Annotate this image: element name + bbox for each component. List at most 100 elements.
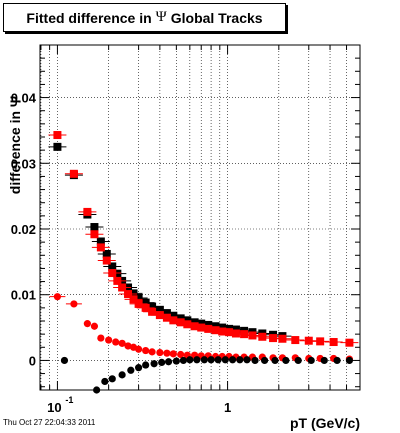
data-point-circle bbox=[243, 356, 251, 364]
data-point-square bbox=[183, 320, 192, 329]
data-point-square bbox=[162, 313, 171, 322]
data-point-circle bbox=[60, 356, 69, 365]
data-point-square bbox=[218, 327, 227, 336]
data-point-square bbox=[102, 256, 111, 265]
grid-lines bbox=[40, 45, 361, 390]
data-point-circle bbox=[135, 364, 143, 372]
data-point-square bbox=[176, 318, 185, 327]
plot-frame bbox=[39, 44, 361, 391]
data-point-square bbox=[108, 262, 117, 271]
data-point-circle bbox=[172, 357, 180, 365]
data-point-square bbox=[129, 295, 138, 304]
y-tick-label: 0 bbox=[29, 353, 36, 368]
data-point-square bbox=[169, 311, 178, 320]
data-point-circle bbox=[90, 322, 99, 330]
data-point-square bbox=[129, 289, 138, 298]
title-prefix: Fitted difference in bbox=[26, 9, 152, 26]
data-point-circle bbox=[93, 386, 101, 394]
data-point-circle bbox=[200, 356, 208, 364]
data-point-circle bbox=[164, 358, 173, 366]
data-point-square bbox=[102, 249, 111, 258]
data-point-square bbox=[304, 336, 313, 345]
data-point-square bbox=[190, 322, 199, 331]
data-point-square bbox=[90, 223, 99, 232]
data-point-circle bbox=[101, 377, 109, 386]
data-point-square bbox=[162, 309, 171, 318]
data-point-circle bbox=[221, 356, 229, 364]
data-point-square bbox=[211, 326, 220, 335]
x-tick-label: 10 bbox=[47, 400, 61, 415]
data-point-square bbox=[231, 329, 240, 338]
data-point-square bbox=[225, 328, 234, 337]
data-point-square bbox=[169, 316, 178, 325]
timestamp: Thu Oct 27 22:04:33 2011 bbox=[3, 418, 96, 427]
data-point-square bbox=[141, 303, 150, 312]
data-point-square bbox=[204, 324, 213, 333]
data-point-square bbox=[240, 330, 249, 339]
data-point-circle bbox=[282, 356, 290, 365]
x-tick-label-exponent: -1 bbox=[65, 395, 73, 405]
data-point-square bbox=[124, 290, 133, 299]
y-tick-label: 0.03 bbox=[11, 156, 36, 171]
data-point-circle bbox=[118, 339, 126, 347]
data-point-circle bbox=[333, 356, 341, 365]
data-point-square bbox=[113, 269, 122, 278]
data-point-square bbox=[53, 131, 62, 140]
data-point-square bbox=[148, 302, 157, 311]
data-point-square bbox=[53, 142, 62, 151]
y-axis-label: difference in Ψ bbox=[7, 96, 23, 194]
data-point-circle bbox=[207, 356, 215, 364]
data-point-square bbox=[113, 276, 122, 285]
data-point-circle bbox=[118, 371, 126, 379]
title-suffix: Global Tracks bbox=[170, 9, 263, 26]
data-point-circle bbox=[142, 361, 150, 369]
data-point-square bbox=[278, 334, 287, 343]
data-point-circle bbox=[53, 293, 62, 301]
data-point-circle bbox=[236, 356, 244, 364]
data-point-square bbox=[345, 338, 354, 347]
data-point-circle bbox=[179, 356, 188, 365]
data-point-circle bbox=[294, 356, 302, 365]
data-point-square bbox=[134, 294, 143, 302]
data-point-circle bbox=[307, 356, 315, 365]
data-point-circle bbox=[260, 356, 269, 365]
data-point-square bbox=[96, 243, 105, 252]
data-point-square bbox=[141, 298, 150, 307]
data-point-circle bbox=[105, 336, 113, 344]
data-point-circle bbox=[83, 320, 91, 328]
data-point-square bbox=[197, 323, 206, 332]
data-point-circle bbox=[127, 366, 135, 374]
tick-labels: 0 0.01 0.02 0.03 0.04 10 -1 1 bbox=[11, 91, 232, 415]
data-point-circle bbox=[214, 356, 222, 364]
data-point-circle bbox=[186, 356, 194, 364]
data-point-circle bbox=[169, 350, 177, 358]
psi-symbol: Ψ bbox=[155, 9, 167, 25]
data-point-square bbox=[258, 332, 267, 341]
data-point-circle bbox=[228, 356, 237, 364]
data-point-square bbox=[96, 237, 105, 246]
data-point-circle bbox=[70, 300, 78, 308]
data-point-square bbox=[291, 336, 300, 345]
data-point-circle bbox=[158, 358, 166, 366]
data-point-square bbox=[329, 338, 338, 347]
data-point-circle bbox=[108, 375, 116, 383]
data-point-square bbox=[269, 334, 278, 343]
data-point-circle bbox=[112, 338, 120, 346]
data-point-square bbox=[118, 283, 127, 292]
x-tick-label: 1 bbox=[224, 400, 231, 415]
data-point-circle bbox=[251, 356, 259, 365]
y-tick-label: 0.02 bbox=[11, 222, 36, 237]
data-point-circle bbox=[148, 348, 156, 356]
data-point-square bbox=[316, 337, 325, 346]
data-point-circle bbox=[193, 356, 201, 364]
x-axis-label: pT (GeV/c) bbox=[290, 415, 360, 431]
data-point-square bbox=[83, 207, 92, 216]
data-point-circle bbox=[135, 345, 143, 353]
data-point-square bbox=[148, 307, 157, 316]
y-tick-label: 0.04 bbox=[11, 91, 37, 106]
data-point-square bbox=[90, 230, 99, 239]
axis-ticks bbox=[40, 44, 361, 390]
data-point-circle bbox=[320, 356, 328, 365]
data-point-square bbox=[248, 331, 257, 340]
